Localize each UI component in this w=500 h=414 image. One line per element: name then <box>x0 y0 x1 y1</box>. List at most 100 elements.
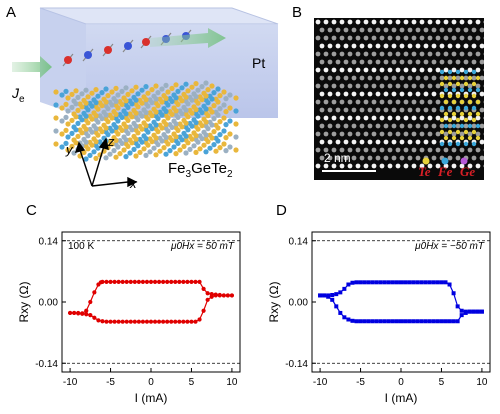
crystal-atom <box>143 97 149 103</box>
crystal-atom <box>195 126 201 132</box>
stem-atom <box>431 91 437 97</box>
stem-atom <box>423 75 429 81</box>
stem-atom <box>351 155 357 161</box>
data-point <box>378 280 383 285</box>
stem-atom <box>327 43 333 49</box>
stem-atom <box>399 139 405 145</box>
stem-atom <box>331 51 337 57</box>
crystal-atom <box>215 99 221 105</box>
stem-atom <box>459 163 465 169</box>
data-point <box>447 282 452 287</box>
stem-atom <box>479 91 484 97</box>
stem-atom <box>459 83 465 89</box>
crystal-atom <box>113 124 119 130</box>
crystal-atom <box>103 125 109 131</box>
crystal-atom <box>217 106 223 112</box>
crystal-atom <box>105 132 111 138</box>
crystal-atom <box>203 80 209 86</box>
axis-y-label: y <box>66 142 73 157</box>
stem-atom <box>347 163 353 169</box>
crystal-atom <box>59 131 65 137</box>
crystal-atom <box>183 94 189 100</box>
data-point <box>148 279 154 284</box>
model-atom <box>475 111 481 117</box>
stem-atom <box>319 43 325 49</box>
stem-atom <box>451 83 457 89</box>
model-atom <box>459 75 465 81</box>
crystal-atom <box>105 106 111 112</box>
crystal-atom <box>119 140 125 146</box>
stem-atom <box>471 155 477 161</box>
stem-atom <box>351 27 357 33</box>
crystal-atom <box>71 150 77 156</box>
stem-atom <box>383 139 389 145</box>
data-point <box>213 293 218 298</box>
crystal-atom <box>195 139 201 145</box>
stem-atom <box>471 59 477 65</box>
stem-atom <box>339 99 345 105</box>
data-point <box>354 319 359 324</box>
model-atom <box>463 81 469 87</box>
stem-atom <box>367 43 373 49</box>
crystal-atom <box>153 96 159 102</box>
stem-atom <box>443 115 449 121</box>
crystal-atom <box>123 98 129 104</box>
crystal-atom <box>143 136 149 142</box>
chart-d: -10 -5 0 5 10 -0.14 0.00 0.14 I (mA) Rxy (Ω) μ0Hx … <box>267 231 491 405</box>
crystal-atom <box>165 102 171 108</box>
crystal-atom <box>95 93 101 99</box>
stem-atom <box>475 83 481 89</box>
crystal-atom <box>53 128 59 134</box>
x-axis-label: I (mA) <box>385 391 418 405</box>
pt-label: Pt <box>252 55 266 71</box>
stem-atom <box>387 51 393 57</box>
crystal-atom <box>175 140 181 146</box>
crystal-atom <box>205 87 211 93</box>
stem-atom <box>359 123 365 129</box>
crystal-atom <box>73 101 79 107</box>
data-point <box>382 280 387 285</box>
crystal-atom <box>125 117 131 123</box>
model-atom <box>467 75 473 81</box>
stem-atom <box>455 155 461 161</box>
crystal-atom <box>63 101 69 107</box>
data-point <box>431 319 436 324</box>
stem-atom <box>407 75 413 81</box>
x-tick-label: 5 <box>189 377 195 388</box>
model-atom <box>455 141 461 147</box>
crystal-atom <box>141 146 147 152</box>
stem-atom <box>403 99 409 105</box>
stem-atom <box>343 139 349 145</box>
data-point <box>80 311 85 316</box>
crystal-atom <box>103 112 109 118</box>
stem-atom <box>375 91 381 97</box>
atom-model-overlay <box>422 69 481 165</box>
stem-atom <box>395 35 401 41</box>
stem-atom <box>323 19 329 25</box>
x-tick-label: 10 <box>476 377 488 388</box>
stem-atom <box>383 43 389 49</box>
crystal-atom <box>75 107 81 113</box>
stem-atom <box>411 99 417 105</box>
stem-atom <box>323 147 329 153</box>
stem-atom <box>327 123 333 129</box>
stem-atom <box>415 123 421 129</box>
crystal-atom <box>93 126 99 132</box>
data-point <box>148 319 154 324</box>
crystal-atom <box>205 100 211 106</box>
data-point <box>342 315 347 320</box>
stem-atom <box>419 115 425 121</box>
data-point <box>419 280 424 285</box>
stem-atom <box>399 91 405 97</box>
stem-atom <box>323 51 329 57</box>
crystal-atom <box>179 137 185 143</box>
stem-atom <box>411 19 417 25</box>
data-point <box>330 293 335 297</box>
stem-atom <box>455 27 461 33</box>
data-point <box>88 299 93 305</box>
stem-atom <box>315 115 321 121</box>
crystal-atom <box>227 92 233 98</box>
stem-atom <box>411 115 417 121</box>
model-atom <box>463 93 469 99</box>
crystal-atom <box>123 124 129 130</box>
